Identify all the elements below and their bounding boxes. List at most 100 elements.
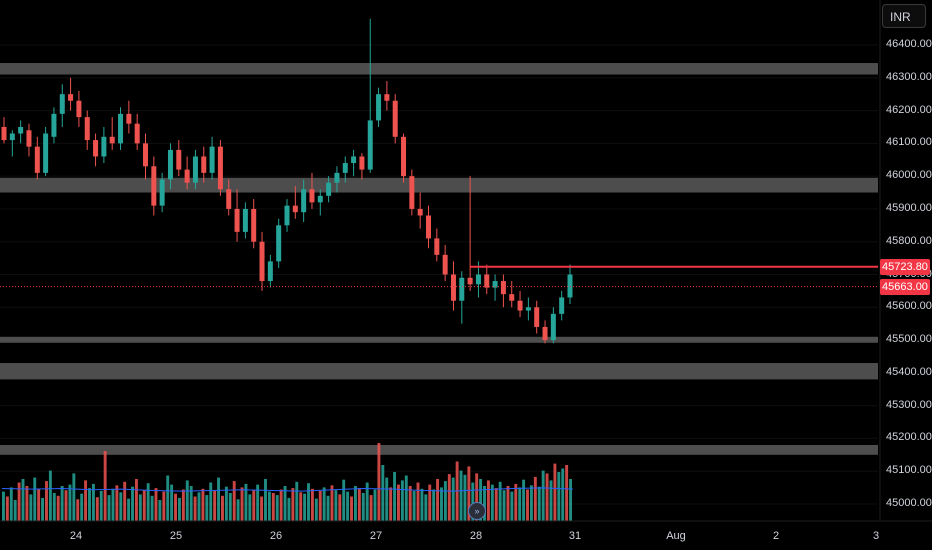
volume-bar (107, 495, 111, 521)
candle-body (459, 277, 465, 301)
currency-label: INR (890, 10, 911, 24)
volume-bar (443, 481, 447, 521)
volume-bar (326, 495, 330, 521)
volume-bar (244, 483, 248, 521)
volume-bar (565, 465, 569, 521)
volume-bar (365, 482, 369, 521)
price-tick-label: 45600.00 (886, 300, 932, 313)
volume-bar (424, 494, 428, 521)
volume-bar (545, 473, 549, 521)
volume-bar (361, 493, 365, 521)
volume-bar (346, 491, 350, 521)
volume-moving-average-line (1, 487, 574, 492)
candle-body (567, 274, 573, 298)
volume-bar (205, 495, 209, 521)
candle-body (559, 297, 565, 314)
candle-body (68, 94, 74, 101)
volume-bar (5, 496, 9, 521)
volume-bars (2, 443, 572, 521)
volume-bar (45, 481, 48, 521)
candle-body (475, 274, 481, 285)
replay-icon[interactable]: » (468, 502, 486, 520)
volume-bar (80, 493, 84, 521)
candle-body (484, 274, 490, 288)
volume-bar (154, 488, 158, 521)
price-tick-label: 46400.00 (886, 38, 932, 50)
volume-bar (506, 486, 510, 521)
time-tick-label: 3 (872, 530, 880, 542)
volume-bar (561, 468, 565, 521)
price-tick-label: 45800.00 (886, 234, 932, 247)
volume-bar (483, 486, 486, 521)
currency-selector-button[interactable]: INR (882, 4, 926, 28)
volume-bar (174, 493, 177, 521)
volume-bar (381, 465, 385, 521)
volume-bar (236, 499, 240, 521)
volume-bar (549, 480, 553, 521)
volume-bar (322, 487, 326, 521)
current-price-tag: 45663.00 (880, 278, 930, 295)
candle-body (301, 189, 307, 213)
candle-body (550, 313, 556, 341)
volume-bar (514, 483, 518, 521)
candle-body (93, 140, 99, 157)
volume-bar (201, 488, 205, 521)
volume-bar (25, 486, 29, 521)
volume-bar (127, 498, 131, 521)
volume-bar (529, 485, 533, 521)
candle-body (118, 113, 124, 144)
volume-bar (299, 492, 303, 521)
candle-body (134, 123, 140, 144)
time-tick-label: 24 (69, 530, 83, 542)
volume-bar (189, 486, 193, 521)
chart-grid (0, 44, 878, 505)
volume-bar (459, 470, 463, 521)
candle-body (51, 113, 57, 137)
price-tick-label: 46200.00 (886, 103, 932, 116)
time-tick-label: 27 (369, 530, 383, 542)
volume-bar (377, 443, 381, 521)
volume-bar (17, 482, 21, 521)
volume-bar (494, 488, 498, 521)
volume-bar (240, 487, 244, 521)
time-tick-label: 31 (568, 530, 582, 542)
volume-bar (232, 481, 236, 521)
volume-bar (330, 485, 334, 521)
volume-bar (209, 482, 213, 521)
candle-body (509, 294, 515, 301)
volume-bar (217, 477, 221, 521)
alert-price-tag[interactable]: 45723.80 (880, 258, 930, 275)
volume-bar (134, 479, 138, 521)
volume-bar (68, 484, 72, 521)
volume-bar (303, 493, 307, 521)
candle-body (376, 94, 382, 121)
volume-bar (486, 480, 490, 521)
candle-body (34, 146, 40, 173)
candle-body (176, 149, 182, 170)
time-tick-label: 2 (772, 530, 780, 542)
current-price-value: 45663.00 (882, 280, 928, 293)
volume-bar (283, 486, 287, 521)
volume-bar (318, 490, 322, 521)
volume-bar (314, 498, 318, 521)
candle-body (326, 182, 332, 196)
volume-bar (526, 489, 529, 521)
volume-bar (99, 490, 103, 521)
price-tick-label: 46300.00 (886, 70, 932, 83)
volume-bar (197, 492, 201, 521)
volume-bar (412, 490, 416, 521)
volume-bar (436, 479, 440, 521)
candle-body (417, 208, 423, 216)
volume-bar (111, 488, 115, 521)
candle-body (342, 163, 348, 173)
volume-bar (185, 480, 189, 521)
price-tick-label: 45100.00 (886, 464, 932, 477)
price-zone (0, 363, 878, 380)
candle-body (201, 156, 207, 173)
volume-bar (142, 490, 146, 521)
candle-body (426, 215, 431, 239)
volume-bar (279, 489, 283, 521)
price-levels (0, 265, 878, 288)
volume-bar (389, 487, 393, 521)
